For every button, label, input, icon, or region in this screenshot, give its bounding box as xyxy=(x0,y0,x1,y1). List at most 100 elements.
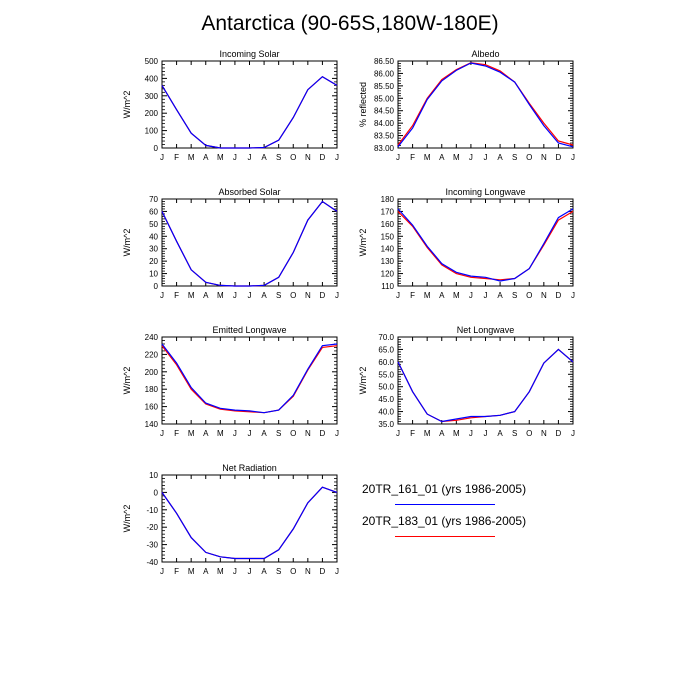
panel-7-ytick-label: -10 xyxy=(146,506,158,515)
panel-7-xtick-label: M xyxy=(217,567,224,576)
panel-3-ytick-label: 50 xyxy=(149,220,158,229)
panel-6-xtick-label: M xyxy=(424,429,431,438)
panel-1-series-line-1 xyxy=(161,75,338,149)
panel-2-xtick-label: A xyxy=(439,153,445,162)
panel-6-ytick-label: 70.0 xyxy=(378,333,394,342)
panel-3-ylabel: W/m^2 xyxy=(122,229,132,257)
panel-3-ytick-label: 10 xyxy=(149,270,158,279)
panel-3-series-line-2 xyxy=(161,200,338,287)
panel-3-xtick-label: J xyxy=(160,291,164,300)
panel-7-xtick-label: D xyxy=(320,567,326,576)
panel-2-ytick-label: 85.00 xyxy=(374,94,395,103)
panel-5-xtick-label: S xyxy=(276,429,281,438)
panel-3-title: Absorbed Solar xyxy=(218,187,280,197)
page-title: Antarctica (90-65S,180W-180E) xyxy=(201,12,499,35)
panel-2-ytick-label: 84.50 xyxy=(374,107,395,116)
panel-7-title: Net Radiation xyxy=(222,463,277,473)
panel-4-ytick-label: 170 xyxy=(381,207,395,216)
panel-6-series-line-1 xyxy=(397,348,574,423)
panel-1-xtick-label: N xyxy=(305,153,311,162)
panel-2-xtick-label: S xyxy=(512,153,517,162)
panel-6-title: Net Longwave xyxy=(457,325,515,335)
panel-1-frame xyxy=(161,60,338,149)
panel-6-xtick-label: O xyxy=(526,429,532,438)
panel-1-ytick-label: 500 xyxy=(145,57,159,66)
panel-6-xtick-label: A xyxy=(439,429,445,438)
panel-6-ytick-label: 40.0 xyxy=(378,408,394,417)
panel-1-xtick-label: O xyxy=(290,153,296,162)
panel-7-frame xyxy=(161,474,338,563)
panel-1-xtick-label: F xyxy=(174,153,179,162)
panel-3-ytick-label: 0 xyxy=(154,282,159,291)
panel-3-ytick-label: 60 xyxy=(149,207,158,216)
panel-6-xtick-label: N xyxy=(541,429,547,438)
panel-6-xtick-label: D xyxy=(556,429,562,438)
panel-6-ytick-label: 35.0 xyxy=(378,420,394,429)
panel-1-xtick-label: M xyxy=(217,153,224,162)
panel-1-ytick-label: 300 xyxy=(145,92,159,101)
panel-5-xtick-label: J xyxy=(233,429,237,438)
panel-4-ytick-label: 110 xyxy=(381,282,394,291)
panel-7-xtick-label: S xyxy=(276,567,281,576)
panel-1-xtick-label: A xyxy=(261,153,267,162)
legend-line-series-1 xyxy=(395,504,495,505)
panel-2-ytick-label: 86.50 xyxy=(374,57,395,66)
panel-5-ytick-label: 140 xyxy=(145,420,159,429)
panel-4-series-line-1 xyxy=(397,208,574,282)
panel-2-xtick-label: J xyxy=(469,153,473,162)
panel-4-ytick-label: 160 xyxy=(381,220,395,229)
panel-2-xtick-label: O xyxy=(526,153,532,162)
panel-7-ytick-label: 0 xyxy=(154,488,159,497)
panel-7-xtick-label: F xyxy=(174,567,179,576)
panel-1-ylabel: W/m^2 xyxy=(122,91,132,119)
panel-6-xtick-label: S xyxy=(512,429,517,438)
panel-2-ytick-label: 83.00 xyxy=(374,144,395,153)
panel-3-xtick-label: M xyxy=(217,291,224,300)
legend-line-series-2 xyxy=(395,536,495,537)
panel-1-xtick-label: J xyxy=(160,153,164,162)
panel-2-xtick-label: J xyxy=(571,153,575,162)
panel-5-xtick-label: J xyxy=(160,429,164,438)
panel-4-xtick-label: F xyxy=(410,291,415,300)
panel-2-xtick-label: N xyxy=(541,153,547,162)
panel-6-xtick-label: J xyxy=(571,429,575,438)
panel-3-xtick-label: N xyxy=(305,291,311,300)
panel-2-xtick-label: D xyxy=(556,153,562,162)
panel-4-xtick-label: S xyxy=(512,291,517,300)
panel-4-ytick-label: 130 xyxy=(381,257,395,266)
panel-3-xtick-label: J xyxy=(233,291,237,300)
panel-5-ytick-label: 160 xyxy=(145,403,159,412)
panel-7-xtick-label: M xyxy=(188,567,195,576)
panel-5-xtick-label: D xyxy=(320,429,326,438)
panel-4-ytick-label: 140 xyxy=(381,245,395,254)
panel-3-xtick-label: F xyxy=(174,291,179,300)
panel-4-ytick-label: 120 xyxy=(381,270,395,279)
panel-1-xtick-label: J xyxy=(248,153,252,162)
panel-4-xtick-label: A xyxy=(497,291,503,300)
panel-3-xtick-label: A xyxy=(203,291,209,300)
panel-5-title: Emitted Longwave xyxy=(212,325,286,335)
panel-6-xtick-label: M xyxy=(453,429,460,438)
panel-5-ytick-label: 180 xyxy=(145,385,159,394)
panel-7-ytick-label: -30 xyxy=(146,541,158,550)
panel-7-xtick-label: J xyxy=(248,567,252,576)
panel-3-xtick-label: O xyxy=(290,291,296,300)
panel-3-ytick-label: 70 xyxy=(149,195,158,204)
panel-6-ylabel: W/m^2 xyxy=(358,367,368,395)
panel-3-xtick-label: J xyxy=(248,291,252,300)
panel-7-xtick-label: J xyxy=(335,567,339,576)
panel-2-ylabel: % reflected xyxy=(358,82,368,127)
panel-5-xtick-label: J xyxy=(248,429,252,438)
panel-2-series-line-1 xyxy=(397,62,574,148)
panel-2-title: Albedo xyxy=(471,49,499,59)
panel-7-xtick-label: J xyxy=(233,567,237,576)
panel-2-xtick-label: J xyxy=(484,153,488,162)
panel-6-xtick-label: J xyxy=(484,429,488,438)
panel-4-xtick-label: N xyxy=(541,291,547,300)
panel-7-xtick-label: J xyxy=(160,567,164,576)
panel-6-xtick-label: J xyxy=(396,429,400,438)
panel-2-ytick-label: 86.00 xyxy=(374,69,395,78)
panel-5-xtick-label: A xyxy=(261,429,267,438)
panel-1-ytick-label: 200 xyxy=(145,109,159,118)
